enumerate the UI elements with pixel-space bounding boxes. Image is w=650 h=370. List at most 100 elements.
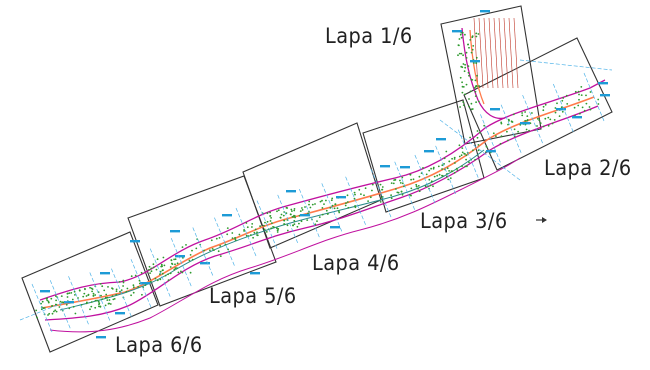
vegetation-dot [429,184,432,187]
vegetation-dot [169,266,172,268]
vegetation-dot [390,194,392,197]
vegetation-dot [364,187,367,190]
cross-section-line [31,283,53,333]
vegetation-dot [458,52,461,55]
vegetation-dot [441,168,443,170]
vegetation-dot [399,182,402,184]
vegetation-dot [294,216,296,219]
cross-section-line [414,154,436,204]
vegetation-dot [55,295,57,297]
vegetation-dot [243,229,246,231]
vegetation-dot [109,303,112,305]
vegetation-dot [137,286,140,288]
vegetation-dot [573,106,576,109]
vegetation-dot [536,125,538,127]
vegetation-dot [460,52,463,55]
vegetation-dot [428,169,431,172]
vegetation-dot [46,297,48,300]
vegetation-dot [500,121,503,124]
vegetation-dot [415,185,418,188]
vegetation-dot [132,286,135,289]
vegetation-dot [100,294,102,297]
vegetation-dot [68,307,71,310]
vegetation-dot [457,54,459,57]
vegetation-dot [104,296,107,299]
vegetation-dot [318,216,321,219]
vegetation-dot [460,36,463,39]
vegetation-dot [103,289,106,292]
vegetation-dot [469,90,472,93]
vegetation-dot [74,312,77,315]
vegetation-dot [144,284,147,286]
vegetation-dot [91,288,94,290]
vegetation-dot [417,185,420,187]
vegetation-dot [588,106,591,108]
cross-section-line [519,59,613,71]
vegetation-dot [47,300,50,303]
survey-mark [598,82,608,85]
vegetation-dot [549,118,552,121]
vegetation-dot [211,248,214,250]
vegetation-dot [438,173,441,176]
vegetation-dot [334,203,337,206]
cross-section-line [435,145,456,195]
vegetation-dot [130,275,133,278]
vegetation-dot [428,178,431,181]
vegetation-dot [347,206,350,209]
vegetation-dot [393,179,395,182]
vegetation-dot [453,156,456,159]
vegetation-dot [321,199,323,202]
vegetation-dot [580,94,583,96]
vegetation-dot [464,93,466,96]
vegetation-dot [401,176,404,179]
vegetation-dot [159,278,162,281]
vegetation-dot [286,229,289,232]
vegetation-dot [273,226,275,229]
vegetation-dot [263,224,265,227]
vegetation-dot [330,199,333,202]
vegetation-dot [456,169,459,172]
vegetation-dot [331,204,334,207]
vegetation-dot [50,297,53,300]
vegetation-dot [46,299,49,302]
vegetation-dot [525,128,528,131]
vegetation-dot [130,294,133,297]
vegetation-dot [453,171,456,174]
cross-section-line [111,268,132,317]
vegetation-dot [293,223,296,226]
vegetation-dot [293,208,296,210]
vegetation-dot [246,226,249,229]
vegetation-dot [68,292,71,294]
vegetation-dot [51,304,53,307]
vegetation-dot [113,298,116,300]
vegetation-dot [180,270,182,273]
survey-mark [286,190,296,193]
vegetation-dot [462,54,464,57]
hatch-line [478,17,484,89]
vegetation-dot [203,249,206,252]
vegetation-dot [218,237,221,239]
vegetation-dot [141,293,143,296]
vegetation-dot [296,225,299,228]
vegetation-dot [466,165,468,168]
vegetation-dot [122,285,124,287]
hatch-line [493,17,499,89]
vegetation-dot [270,227,273,230]
vegetation-dot [556,102,558,105]
vegetation-dot [111,295,114,297]
sheet-label-6: Lapa 6/6 [115,333,203,357]
vegetation-dot [181,271,184,274]
vegetation-dot [293,219,296,222]
sheet-frame-6 [21,231,159,353]
vegetation-dot [148,265,151,268]
vegetation-dot [65,303,68,306]
vegetation-dot [99,306,102,308]
vegetation-dot [304,206,306,208]
vegetation-dot [463,70,466,73]
vegetation-dot [92,292,95,295]
vegetation-dot [80,304,83,306]
vegetation-dot [286,207,289,209]
vegetation-dot [55,310,58,313]
vegetation-dot [122,281,125,284]
